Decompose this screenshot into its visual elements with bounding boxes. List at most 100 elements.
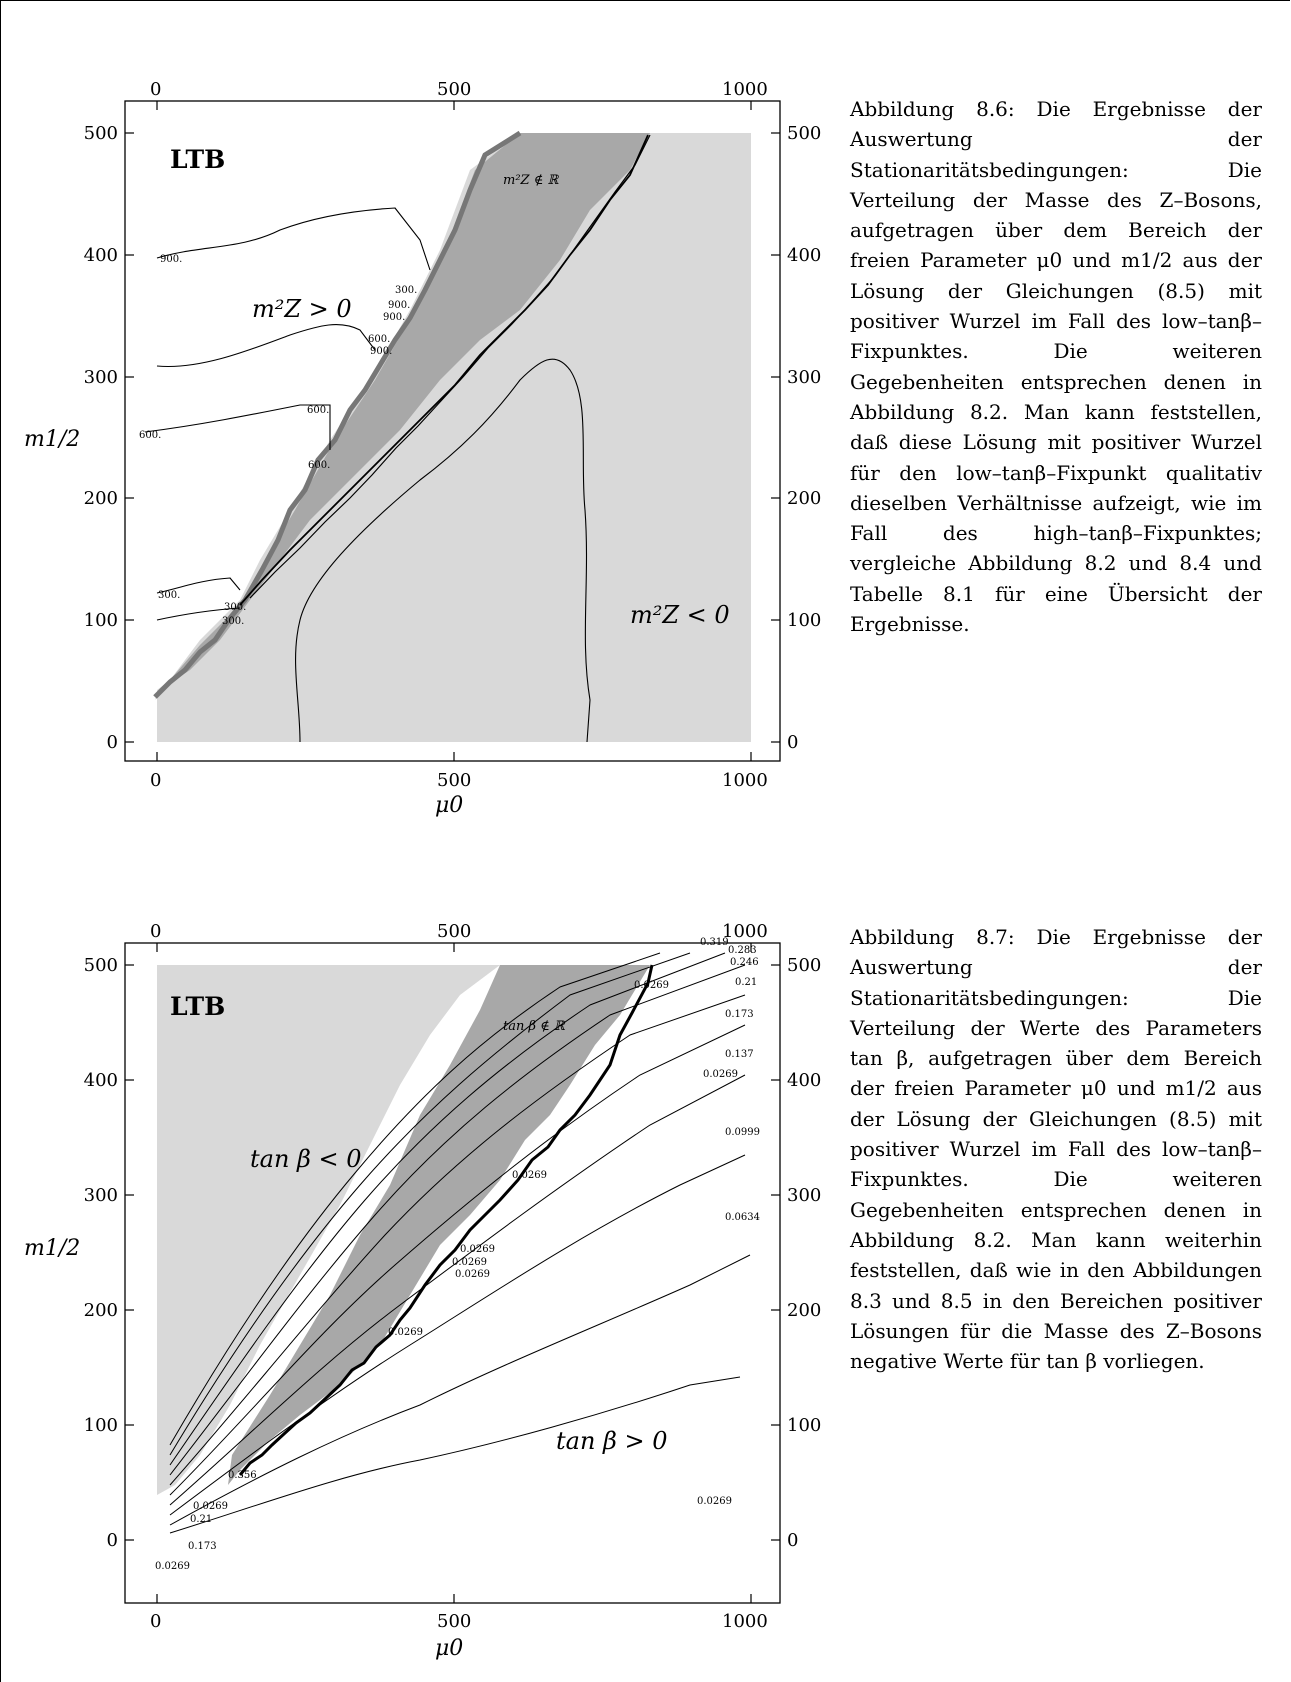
y-tick-labels-right: 0 100 200 300 400 500 xyxy=(787,123,821,753)
svg-text:500: 500 xyxy=(437,80,471,100)
contour-label-5: 0.173 xyxy=(725,1009,754,1020)
caption-figure-8-6: Abbildung 8.6: Die Ergebnisse der Auswer… xyxy=(850,97,1262,637)
contour-label-8: 0.283 xyxy=(728,945,757,956)
svg-text:500: 500 xyxy=(437,770,471,791)
region-label-positive: m²Z > 0 xyxy=(252,295,352,323)
x-tick-labels-top: 0 500 1000 xyxy=(150,80,768,100)
svg-text:0: 0 xyxy=(107,1530,118,1551)
contour-label-11: 0.0269 xyxy=(512,1170,547,1181)
svg-text:0: 0 xyxy=(150,770,161,791)
svg-text:1000: 1000 xyxy=(722,1611,768,1632)
x-axis-label: μ0 xyxy=(435,793,463,818)
contour-300-lower xyxy=(156,607,241,621)
band-left-edge xyxy=(153,130,522,699)
contour-label-2: 900. xyxy=(388,300,410,311)
svg-text:200: 200 xyxy=(787,488,821,509)
contour-dome xyxy=(295,358,591,743)
svg-text:0: 0 xyxy=(150,1611,161,1632)
contour-label-6: 0.21 xyxy=(735,977,757,988)
contour-label-10: 300. xyxy=(158,590,180,601)
contour-label-19: 0.173 xyxy=(188,1541,217,1552)
x-axis-label: μ0 xyxy=(435,1636,463,1661)
contour-label-1: 0.0269 xyxy=(703,1069,738,1080)
contour-labels: 900. 900. 900. 900. 300. 600. 600. 600. … xyxy=(139,254,417,627)
contour-fan xyxy=(169,952,751,1534)
contour-label-11: 300. xyxy=(224,602,246,613)
contour-label-4: 0.137 xyxy=(725,1049,754,1060)
region-label-negative: m²Z < 0 xyxy=(630,601,730,629)
region-negative xyxy=(157,965,500,1495)
contour-label-4: 900. xyxy=(370,346,392,357)
y-tick-labels-right: 0 100 200 300 400 500 xyxy=(787,955,821,1551)
band-boundary xyxy=(238,964,654,1476)
svg-text:500: 500 xyxy=(84,955,118,976)
contour-label-14: 0.0269 xyxy=(455,1269,490,1280)
svg-text:500: 500 xyxy=(84,123,118,144)
y-axis-label: m1/2 xyxy=(24,1236,80,1261)
region-label-positive: tan β > 0 xyxy=(556,1427,668,1455)
svg-text:300: 300 xyxy=(787,1185,821,1206)
svg-text:200: 200 xyxy=(84,1300,118,1321)
contour-label-16: 0.356 xyxy=(228,1470,257,1481)
contour-label-5: 300. xyxy=(395,285,417,296)
y-tick-labels-left: 0 100 200 300 400 500 xyxy=(84,123,118,753)
svg-text:100: 100 xyxy=(787,610,821,631)
contour-600 xyxy=(144,404,331,450)
tick-marks xyxy=(125,943,780,1603)
contour-label-21: 0.0269 xyxy=(697,1496,732,1507)
caption-figure-8-7: Abbildung 8.7: Die Ergebnisse der Auswer… xyxy=(850,925,1262,1374)
svg-text:1000: 1000 xyxy=(722,770,768,791)
contour-label-1: 900. xyxy=(160,254,182,265)
contour-label-6: 600. xyxy=(139,430,161,441)
contour-300 xyxy=(156,577,241,594)
svg-text:0: 0 xyxy=(787,1530,798,1551)
figure-8-7-contour-plot: 0.0269 0.0634 0.0999 0.137 0.173 0.21 0.… xyxy=(24,921,821,1661)
svg-text:500: 500 xyxy=(437,1611,471,1632)
svg-text:500: 500 xyxy=(437,921,471,942)
figure-8-6-contour-plot: 900. 900. 900. 900. 300. 600. 600. 600. … xyxy=(24,80,821,818)
svg-text:400: 400 xyxy=(787,245,821,266)
svg-text:400: 400 xyxy=(84,245,118,266)
svg-text:300: 300 xyxy=(84,1185,118,1206)
svg-text:500: 500 xyxy=(787,123,821,144)
region-positive xyxy=(157,133,520,690)
plot-frame xyxy=(124,942,781,1604)
svg-text:0: 0 xyxy=(787,732,798,753)
contour-label-12: 300. xyxy=(222,616,244,627)
contour-label-3: 900. xyxy=(383,312,405,323)
svg-text:200: 200 xyxy=(84,488,118,509)
contour-900 xyxy=(156,207,431,271)
contour-label-15: 0.0269 xyxy=(388,1327,423,1338)
plot-frame xyxy=(124,100,781,762)
y-axis-label: m1/2 xyxy=(24,427,80,452)
contour-label-9: 0.319 xyxy=(700,937,729,948)
svg-text:200: 200 xyxy=(787,1300,821,1321)
region-complex-band xyxy=(155,133,650,700)
contour-label-9: 600. xyxy=(368,334,390,345)
svg-text:100: 100 xyxy=(787,1415,821,1436)
contour-label-7: 600. xyxy=(307,405,329,416)
svg-text:0: 0 xyxy=(150,80,161,100)
svg-text:100: 100 xyxy=(84,610,118,631)
svg-text:400: 400 xyxy=(787,1070,821,1091)
contour-label-3: 0.0999 xyxy=(725,1127,760,1138)
contour-label-7: 0.246 xyxy=(730,957,759,968)
svg-text:0: 0 xyxy=(150,921,161,942)
contour-label-13: 0.0269 xyxy=(452,1257,487,1268)
panel-label: LTB xyxy=(170,145,225,174)
region-label-band: m²Z ∉ ℝ xyxy=(503,173,559,188)
contour-label-18: 0.21 xyxy=(190,1514,212,1525)
svg-text:100: 100 xyxy=(84,1415,118,1436)
svg-text:500: 500 xyxy=(787,955,821,976)
contour-600-upper xyxy=(156,324,376,368)
tick-marks xyxy=(125,101,780,761)
x-tick-labels-top: 0 500 1000 xyxy=(150,921,768,942)
contour-label-8: 600. xyxy=(308,460,330,471)
region-label-band: tan β ∉ ℝ xyxy=(503,1019,566,1034)
region-label-negative: tan β < 0 xyxy=(250,1145,362,1173)
svg-text:0: 0 xyxy=(107,732,118,753)
svg-text:1000: 1000 xyxy=(722,80,768,100)
svg-text:400: 400 xyxy=(84,1070,118,1091)
x-tick-labels-bottom: 0 500 1000 xyxy=(150,1611,768,1632)
